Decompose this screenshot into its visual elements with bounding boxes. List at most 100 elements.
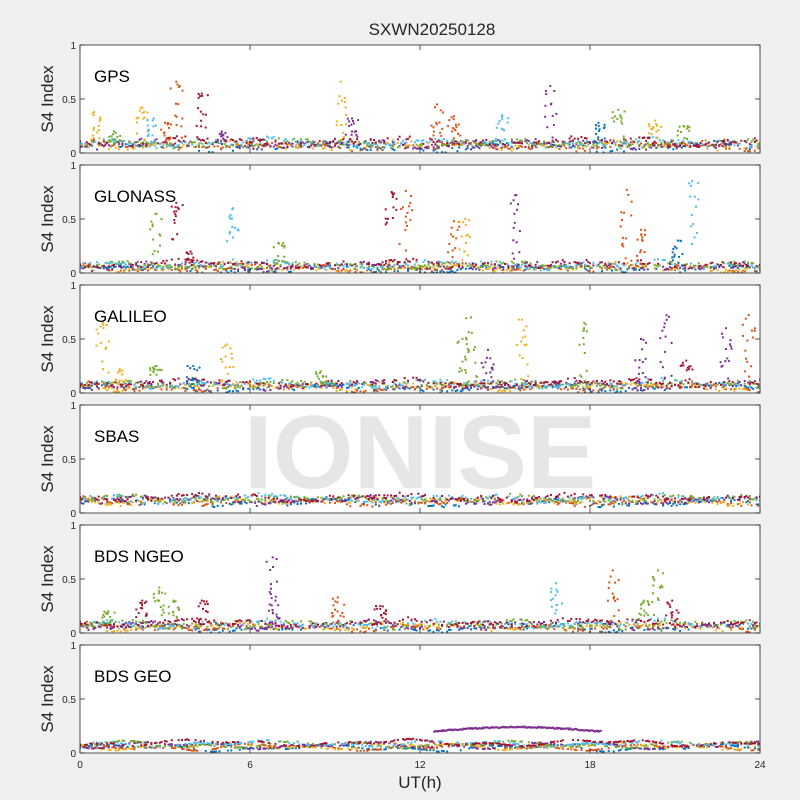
data-point (636, 260, 639, 263)
data-point (736, 384, 739, 387)
data-point (466, 265, 469, 267)
data-point (131, 388, 134, 391)
data-point (553, 266, 556, 268)
spike-peak (200, 92, 203, 95)
data-point (617, 502, 620, 505)
data-point (619, 383, 622, 386)
data-point (420, 143, 423, 146)
data-point (589, 386, 591, 389)
data-point (740, 139, 743, 142)
spike-point (650, 133, 653, 136)
data-point (228, 146, 231, 149)
data-point (388, 267, 391, 270)
spike-point (430, 124, 433, 127)
spike-peak (515, 194, 518, 197)
spike-point (673, 255, 676, 258)
data-point (677, 264, 680, 267)
data-point (504, 387, 506, 390)
data-point (697, 262, 700, 265)
spike-peak (453, 115, 455, 118)
data-point (284, 267, 287, 270)
data-point (600, 261, 603, 264)
data-point (643, 136, 646, 139)
data-point (118, 142, 121, 145)
data-point (267, 264, 270, 267)
data-point (274, 270, 277, 273)
data-point (337, 380, 340, 382)
data-point (498, 383, 501, 386)
data-point (293, 268, 296, 271)
data-point (165, 266, 168, 269)
data-point (546, 499, 549, 502)
data-point (492, 141, 495, 144)
data-point (245, 502, 248, 505)
spike-point (142, 117, 145, 120)
data-point (198, 149, 200, 152)
data-point (179, 270, 182, 273)
data-point (106, 383, 109, 386)
data-point (514, 378, 517, 381)
data-point (354, 391, 357, 393)
spike-point (451, 130, 454, 133)
spike-point (186, 259, 189, 262)
data-point (213, 262, 216, 265)
data-point (196, 269, 199, 272)
data-point (175, 135, 178, 138)
data-point (611, 269, 614, 272)
data-point (335, 262, 338, 265)
spike-point (191, 379, 194, 382)
data-point (186, 145, 189, 148)
data-point (315, 145, 318, 148)
data-point (291, 264, 294, 267)
data-point (347, 271, 350, 273)
data-point (444, 262, 447, 265)
data-point (597, 506, 600, 508)
data-point (745, 501, 748, 504)
data-point (373, 381, 376, 384)
data-point (359, 271, 362, 273)
data-point (184, 263, 187, 266)
data-point (288, 387, 291, 390)
data-point (378, 146, 381, 149)
data-point (759, 378, 760, 381)
data-point (381, 139, 384, 142)
data-point (425, 141, 428, 144)
spike-point (199, 110, 202, 113)
data-point (543, 381, 546, 384)
data-point (441, 505, 444, 508)
spike-point (725, 348, 727, 351)
data-point (140, 261, 143, 263)
data-point (80, 383, 81, 386)
spike-point (623, 138, 626, 141)
data-point (102, 386, 105, 389)
spike-point (195, 379, 198, 382)
spike-point (439, 131, 442, 134)
data-point (638, 136, 641, 139)
spike-point (525, 325, 528, 328)
data-point (544, 268, 547, 271)
data-point (247, 266, 250, 269)
spike-point (192, 256, 195, 259)
data-point (446, 501, 449, 504)
data-point (522, 261, 525, 264)
data-point (407, 137, 410, 140)
data-point (342, 268, 345, 270)
data-point (254, 144, 257, 147)
data-point (379, 388, 382, 391)
data-point (82, 264, 85, 267)
data-point (181, 387, 183, 390)
data-point (748, 385, 751, 388)
data-point (585, 384, 588, 387)
data-point (147, 265, 149, 268)
data-point (410, 140, 413, 143)
data-point (475, 139, 478, 142)
data-point (259, 388, 262, 391)
data-point (449, 141, 452, 144)
spike-point (220, 143, 223, 145)
data-point (340, 382, 343, 385)
data-point (124, 385, 127, 388)
data-point (133, 268, 136, 271)
data-point (723, 138, 726, 141)
data-point (242, 267, 245, 270)
spike-point (220, 358, 222, 360)
